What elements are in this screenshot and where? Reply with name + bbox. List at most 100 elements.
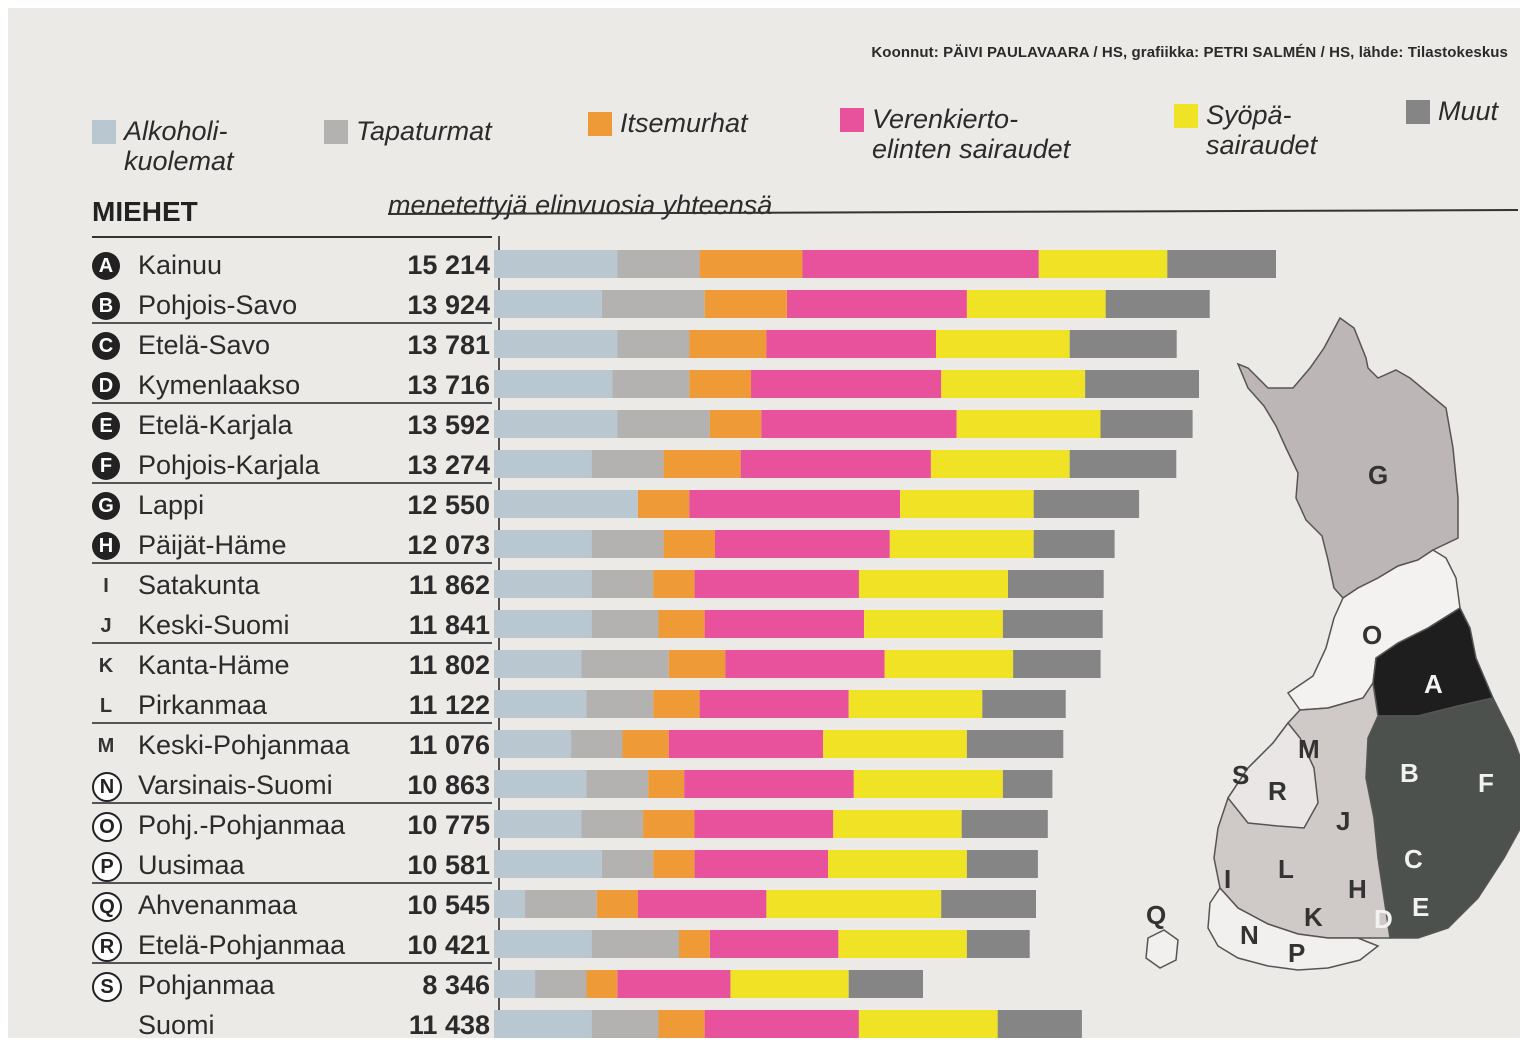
region-letter-badge: A	[92, 252, 120, 280]
region-row: F Pohjois-Karjala 13 274	[92, 446, 498, 486]
region-name: Pohjois-Karjala	[138, 450, 320, 480]
bar-segment-itsemurhat	[622, 730, 669, 758]
region-row: L Pirkanmaa 11 122	[92, 686, 498, 726]
bar-segment-alkoholi	[494, 450, 592, 478]
legend-alkoholi-swatch	[92, 120, 116, 144]
bar-segment-muut	[1085, 370, 1199, 398]
region-row: A Kainuu 15 214	[92, 246, 498, 286]
bar-segment-muut	[1002, 770, 1053, 798]
bar-segment-syopa	[936, 330, 1070, 358]
bar-segment-syopa	[956, 410, 1101, 438]
map-label-L: L	[1278, 854, 1294, 884]
bar-segment-muut	[961, 810, 1048, 838]
bar-segment-muut	[1033, 490, 1140, 518]
region-name: Suomi	[138, 1010, 215, 1038]
bar-segment-syopa	[900, 490, 1034, 518]
bar-segment-tapaturmat	[601, 850, 654, 878]
legend-muut-label: Muut	[1438, 96, 1499, 126]
region-name: Päijät-Häme	[138, 530, 287, 560]
bar-segment-alkoholi	[494, 650, 582, 678]
bar-segment-itsemurhat	[637, 490, 690, 518]
map-label-A: A	[1424, 669, 1443, 699]
region-name: Keski-Suomi	[138, 610, 290, 640]
map-region-pohjanmaa	[1227, 721, 1319, 829]
map-label-E: E	[1412, 892, 1429, 922]
bar-segment-muut	[941, 890, 1036, 918]
bar-segment-muut	[1069, 330, 1177, 358]
bar-segment-verenkierto	[802, 250, 1039, 278]
bar-segment-muut	[982, 690, 1066, 718]
credit-line: Koonnut: PÄIVI PAULAVAARA / HS, grafiikk…	[871, 44, 1508, 61]
map-region-ahvenanmaa	[1145, 929, 1179, 969]
legend-syopa-swatch	[1174, 104, 1198, 128]
bar-segment-itsemurhat	[658, 1010, 705, 1038]
bar-segment-tapaturmat	[601, 290, 705, 318]
bar-segment-syopa	[858, 1010, 998, 1038]
bar-segment-verenkierto	[709, 930, 839, 958]
region-letter-badge: J	[100, 615, 112, 637]
bar-segment-alkoholi	[494, 730, 572, 758]
region-name: Kanta-Häme	[138, 650, 290, 680]
row-separator	[92, 402, 492, 404]
bar-segment-verenkierto	[637, 890, 767, 918]
region-total: 12 550	[407, 490, 490, 520]
row-separator	[92, 482, 492, 484]
bar-segment-itsemurhat	[679, 930, 710, 958]
bar-segment-tapaturmat	[535, 970, 587, 998]
bar-segment-muut	[1105, 290, 1210, 318]
region-name: Pirkanmaa	[138, 690, 268, 720]
bar-segment-muut	[997, 1010, 1082, 1038]
region-name: Satakunta	[138, 570, 260, 600]
bar-segment-verenkierto	[689, 490, 900, 518]
bar-segment-alkoholi	[494, 290, 602, 318]
bar-segment-alkoholi	[494, 610, 592, 638]
map-label-O: O	[1362, 620, 1382, 650]
stacked-bar-chart	[494, 250, 1276, 1038]
region-letter-badge: P	[92, 852, 122, 882]
bar-segment-alkoholi	[494, 930, 592, 958]
bar-segment-verenkierto	[704, 610, 864, 638]
region-letter-badge: Q	[92, 892, 122, 922]
bar-segment-syopa	[828, 850, 967, 878]
bar-segment-tapaturmat	[586, 770, 649, 798]
bar-segment-alkoholi	[494, 850, 602, 878]
bar-segment-syopa	[848, 690, 983, 718]
region-name: Pohjanmaa	[138, 970, 275, 1000]
region-letter-badge: D	[92, 372, 120, 400]
bar-segment-alkoholi	[494, 890, 525, 918]
bar-segment-alkoholi	[494, 690, 587, 718]
region-letter-badge: G	[92, 492, 120, 520]
row-separator	[92, 962, 492, 964]
region-row: K Kanta-Häme 11 802	[92, 646, 498, 686]
region-letter-badge: K	[98, 655, 114, 677]
region-total: 13 924	[407, 290, 490, 320]
region-total: 10 863	[407, 770, 490, 800]
bar-segment-syopa	[966, 290, 1106, 318]
row-separator	[92, 802, 492, 804]
legend-muut-swatch	[1406, 100, 1430, 124]
legend-verenkierto-swatch	[840, 108, 864, 132]
bar-segment-muut	[1033, 530, 1115, 558]
bar-segment-tapaturmat	[524, 890, 597, 918]
region-name: Lappi	[138, 490, 205, 520]
map-label-J: J	[1336, 806, 1350, 836]
bar-segment-alkoholi	[494, 330, 618, 358]
region-name: Kymenlaakso	[138, 370, 301, 400]
map-label-S: S	[1232, 760, 1249, 790]
bar-segment-alkoholi	[494, 250, 618, 278]
bar-segment-verenkierto	[725, 650, 885, 678]
legend-itsemurhat: Itsemurhat	[588, 108, 748, 138]
bar-segment-syopa	[833, 810, 962, 838]
legend-alkoholi: Alkoholi- kuolemat	[92, 116, 234, 176]
bar-segment-syopa	[1038, 250, 1168, 278]
region-total: 11 802	[408, 650, 490, 680]
bar-segment-itsemurhat	[668, 650, 726, 678]
map-label-I: I	[1224, 864, 1231, 894]
bar-segment-alkoholi	[494, 810, 582, 838]
bar-segment-itsemurhat	[653, 690, 700, 718]
region-total: 8 346	[422, 970, 490, 1000]
bar-segment-itsemurhat	[653, 570, 695, 598]
bar-segment-tapaturmat	[591, 450, 664, 478]
region-letter-badge: F	[92, 452, 120, 480]
bar-segment-muut	[1013, 650, 1101, 678]
